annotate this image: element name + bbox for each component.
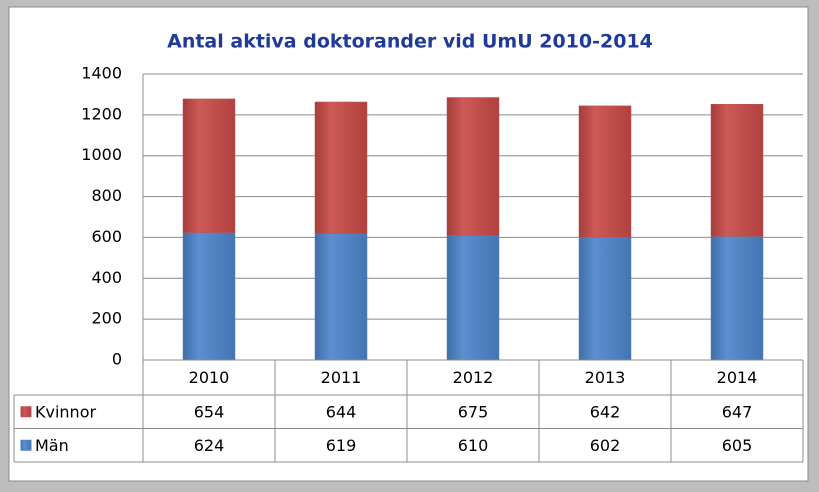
table-value: 605 xyxy=(722,436,753,455)
legend-label: Kvinnor xyxy=(35,402,96,421)
bar-segment xyxy=(578,105,632,238)
legend-label: Män xyxy=(35,436,69,455)
bar-segment xyxy=(182,232,236,361)
x-tick-label: 2013 xyxy=(585,368,626,387)
bar-segment xyxy=(710,103,764,237)
table-value: 647 xyxy=(722,402,753,421)
legend-swatch xyxy=(20,439,32,451)
y-tick-label: 200 xyxy=(91,309,122,328)
table-value: 642 xyxy=(590,402,621,421)
table-value: 675 xyxy=(458,402,489,421)
chart-area xyxy=(8,6,809,482)
table-value: 644 xyxy=(326,402,357,421)
table-value: 654 xyxy=(194,402,225,421)
bar-segment xyxy=(446,235,500,361)
chart-title: Antal aktiva doktorander vid UmU 2010-20… xyxy=(167,31,653,53)
x-tick-label: 2014 xyxy=(717,368,758,387)
bar-segment xyxy=(446,97,500,236)
bar-segment xyxy=(182,98,236,233)
bar-segment xyxy=(314,233,368,361)
x-tick-label: 2010 xyxy=(189,368,230,387)
y-tick-label: 1400 xyxy=(81,64,122,83)
table-value: 619 xyxy=(326,436,357,455)
table-value: 602 xyxy=(590,436,621,455)
x-tick-label: 2012 xyxy=(453,368,494,387)
bar-segment xyxy=(314,101,368,234)
bar-segment xyxy=(578,236,632,361)
y-tick-label: 600 xyxy=(91,227,122,246)
legend-swatch xyxy=(20,406,32,418)
y-tick-label: 0 xyxy=(112,350,122,369)
y-tick-label: 1000 xyxy=(81,145,122,164)
x-tick-label: 2011 xyxy=(321,368,362,387)
table-value: 610 xyxy=(458,436,489,455)
y-tick-label: 800 xyxy=(91,186,122,205)
y-tick-label: 1200 xyxy=(81,104,122,123)
y-tick-label: 400 xyxy=(91,268,122,287)
bar-segment xyxy=(710,236,764,361)
table-value: 624 xyxy=(194,436,225,455)
